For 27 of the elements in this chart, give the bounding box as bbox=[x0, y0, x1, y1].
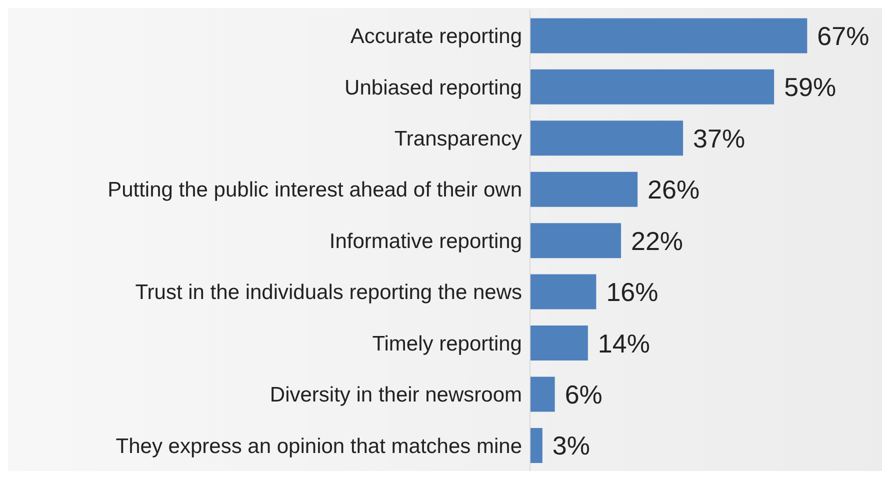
y-tick-label: Unbiased reporting bbox=[344, 76, 522, 100]
y-tick-label: They express an opinion that matches mine bbox=[116, 434, 522, 458]
y-tick-label: Transparency bbox=[394, 128, 522, 151]
data-label: 26% bbox=[648, 174, 700, 205]
data-label: 59% bbox=[784, 72, 836, 102]
bar bbox=[530, 69, 774, 104]
y-tick-label: Trust in the individuals reporting the news bbox=[135, 281, 522, 304]
y-tick-label: Informative reporting bbox=[329, 230, 522, 253]
bar bbox=[530, 428, 542, 463]
data-label: 22% bbox=[631, 226, 684, 256]
bar bbox=[530, 172, 638, 207]
y-tick-label: Accurate reporting bbox=[350, 25, 522, 48]
bar bbox=[530, 274, 596, 310]
bar bbox=[530, 376, 555, 412]
data-label: 37% bbox=[693, 123, 746, 154]
bar bbox=[530, 326, 588, 361]
data-label: 16% bbox=[606, 277, 658, 308]
y-tick-label: Putting the public interest ahead of their own bbox=[108, 178, 522, 202]
data-label: 14% bbox=[598, 328, 650, 358]
bar bbox=[530, 18, 808, 54]
bar bbox=[530, 223, 622, 258]
data-label: 67% bbox=[817, 20, 870, 51]
y-tick-label: Diversity in their newsroom bbox=[270, 384, 522, 407]
data-label: 6% bbox=[564, 379, 602, 410]
bar bbox=[530, 120, 684, 156]
data-label: 3% bbox=[552, 430, 590, 461]
y-tick-label: Timely reporting bbox=[372, 332, 522, 356]
